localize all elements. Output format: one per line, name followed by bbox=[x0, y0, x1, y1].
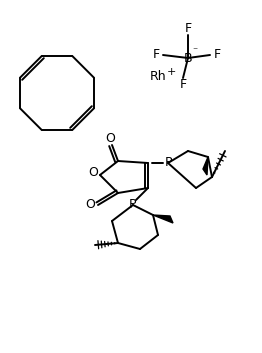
Text: F: F bbox=[152, 48, 160, 61]
Text: ⁻: ⁻ bbox=[192, 46, 198, 56]
Text: Rh: Rh bbox=[150, 70, 166, 83]
Polygon shape bbox=[203, 157, 208, 175]
Text: P: P bbox=[129, 198, 137, 211]
Text: F: F bbox=[214, 48, 221, 61]
Text: O: O bbox=[105, 132, 115, 144]
Text: F: F bbox=[184, 23, 192, 36]
Text: O: O bbox=[88, 167, 98, 179]
Text: P: P bbox=[164, 156, 172, 169]
Text: O: O bbox=[85, 198, 95, 211]
Text: B: B bbox=[184, 52, 192, 65]
Polygon shape bbox=[153, 215, 173, 223]
Text: +: + bbox=[166, 67, 176, 77]
Text: F: F bbox=[179, 78, 187, 91]
